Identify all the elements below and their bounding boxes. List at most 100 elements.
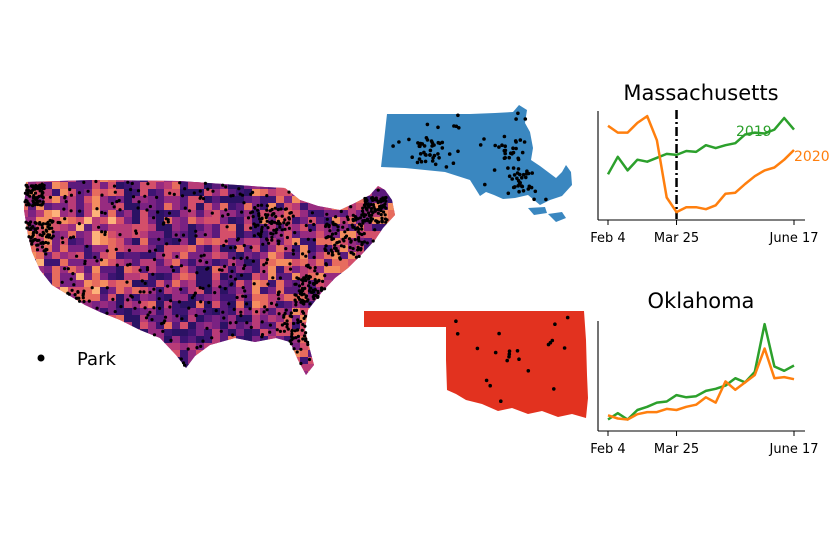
park-point xyxy=(239,314,243,318)
county-cell xyxy=(252,364,261,372)
county-cell xyxy=(364,343,373,351)
park-point xyxy=(507,355,511,359)
county-cell xyxy=(60,203,69,211)
county-cell xyxy=(268,203,277,211)
park-point xyxy=(138,300,142,304)
county-cell xyxy=(172,196,181,204)
park-point xyxy=(313,281,317,285)
county-cell xyxy=(276,196,285,204)
county-cell xyxy=(284,287,293,295)
county-cell xyxy=(108,287,117,295)
county-cell xyxy=(116,343,125,351)
county-cell xyxy=(52,266,61,274)
park-point xyxy=(40,182,44,186)
county-cell xyxy=(100,371,109,375)
county-cell xyxy=(24,308,29,316)
county-cell xyxy=(24,252,29,260)
county-cell xyxy=(180,336,189,344)
park-point xyxy=(429,139,434,143)
county-cell xyxy=(372,301,381,309)
county-cell xyxy=(52,238,61,246)
county-cell xyxy=(308,364,317,372)
county-cell xyxy=(116,203,125,211)
county-cell xyxy=(204,287,213,295)
nantucket-shape xyxy=(528,207,547,215)
county-cell xyxy=(172,301,181,309)
county-cell xyxy=(388,301,395,309)
county-cell xyxy=(236,350,245,358)
county-cell xyxy=(92,322,101,330)
county-cell xyxy=(324,203,333,211)
county-cell xyxy=(292,364,301,372)
county-cell xyxy=(132,259,141,267)
park-point xyxy=(119,305,123,309)
park-point xyxy=(251,215,255,219)
park-point xyxy=(278,276,282,280)
park-point xyxy=(292,321,296,326)
county-cell xyxy=(116,245,125,253)
county-cell xyxy=(292,266,301,274)
park-point xyxy=(206,187,210,191)
county-cell xyxy=(212,224,221,232)
county-cell xyxy=(100,266,109,274)
park-point xyxy=(252,282,256,286)
park-point xyxy=(183,363,187,367)
county-cell xyxy=(188,203,197,211)
county-cell xyxy=(364,371,373,375)
county-cell xyxy=(116,189,125,197)
county-cell xyxy=(108,266,117,274)
county-cell xyxy=(284,329,293,337)
county-cell xyxy=(52,287,61,295)
county-cell xyxy=(108,336,117,344)
park-point xyxy=(306,263,310,267)
county-cell xyxy=(124,301,133,309)
county-cell xyxy=(204,343,213,351)
park-point xyxy=(129,294,133,298)
park-point xyxy=(376,208,380,212)
park-point xyxy=(313,266,317,270)
county-cell xyxy=(108,224,117,232)
park-point xyxy=(290,315,294,319)
park-point xyxy=(356,248,360,252)
county-cell xyxy=(92,189,101,197)
county-cell xyxy=(332,196,341,204)
park-point xyxy=(103,211,107,215)
county-cell xyxy=(68,315,77,323)
county-cell xyxy=(28,350,37,358)
county-cell xyxy=(268,329,277,337)
park-point xyxy=(475,346,480,351)
park-point xyxy=(192,293,196,297)
county-cell xyxy=(276,259,285,267)
county-cell xyxy=(92,182,101,190)
county-cell xyxy=(116,182,125,190)
county-cell xyxy=(140,231,149,239)
county-cell xyxy=(284,245,293,253)
park-point xyxy=(452,124,456,128)
park-point xyxy=(304,295,308,299)
park-point xyxy=(229,275,233,279)
county-cell xyxy=(100,273,109,281)
county-cell xyxy=(332,336,341,344)
county-cell xyxy=(124,378,133,386)
county-cell xyxy=(196,371,205,375)
park-point xyxy=(360,213,364,217)
county-cell xyxy=(356,210,365,218)
park-point xyxy=(356,226,360,230)
county-cell xyxy=(252,378,261,386)
park-point xyxy=(331,220,335,224)
county-cell xyxy=(52,315,61,323)
county-cell xyxy=(44,189,53,197)
county-cell xyxy=(220,182,229,190)
county-cell xyxy=(316,273,325,281)
county-cell xyxy=(300,196,309,204)
county-cell xyxy=(300,182,309,190)
county-cell xyxy=(148,378,157,386)
county-cell xyxy=(308,322,317,330)
park-point xyxy=(282,313,286,317)
park-point xyxy=(384,199,388,203)
county-cell xyxy=(380,259,389,267)
park-point xyxy=(301,310,305,314)
park-point xyxy=(310,211,314,215)
county-cell xyxy=(268,252,277,260)
park-point xyxy=(244,294,248,299)
